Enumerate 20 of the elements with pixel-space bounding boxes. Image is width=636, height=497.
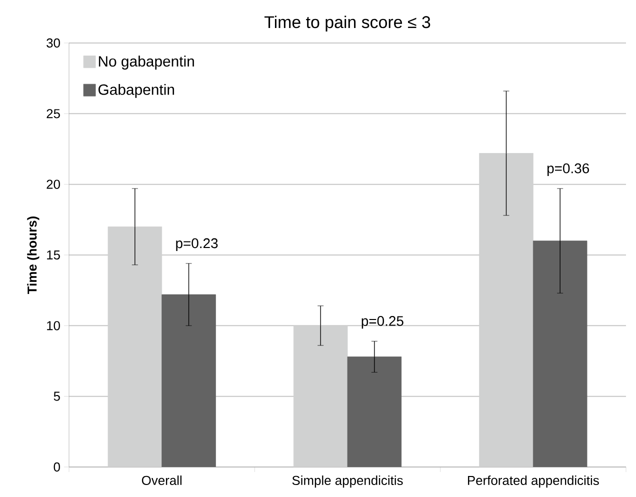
- chart-title: Time to pain score ≤ 3: [264, 16, 430, 32]
- legend-label: Gabapentin: [98, 84, 174, 98]
- y-tick-label: 30: [46, 38, 60, 48]
- y-tick-label: 0: [54, 462, 60, 472]
- y-tick-label: 20: [46, 180, 60, 189]
- y-tick-label: 10: [47, 321, 60, 330]
- legend-label: No gabapentin: [98, 56, 194, 70]
- bar: [532, 240, 588, 467]
- x-tick-label: Perforated appendicitis: [468, 476, 599, 488]
- bar: [347, 356, 402, 467]
- bar: [162, 294, 216, 467]
- y-tick-label: 15: [47, 250, 60, 260]
- annotation: p=0.25: [362, 316, 404, 329]
- y-axis-title: Time (hours): [27, 216, 40, 294]
- annotation: p=0.36: [547, 163, 589, 176]
- x-tick-label: Overall: [142, 476, 182, 486]
- x-tick-label: Simple appendicitis: [292, 476, 403, 488]
- y-tick-label: 5: [54, 392, 60, 401]
- y-tick-label: 25: [46, 109, 60, 118]
- annotation: p=0.23: [176, 238, 218, 251]
